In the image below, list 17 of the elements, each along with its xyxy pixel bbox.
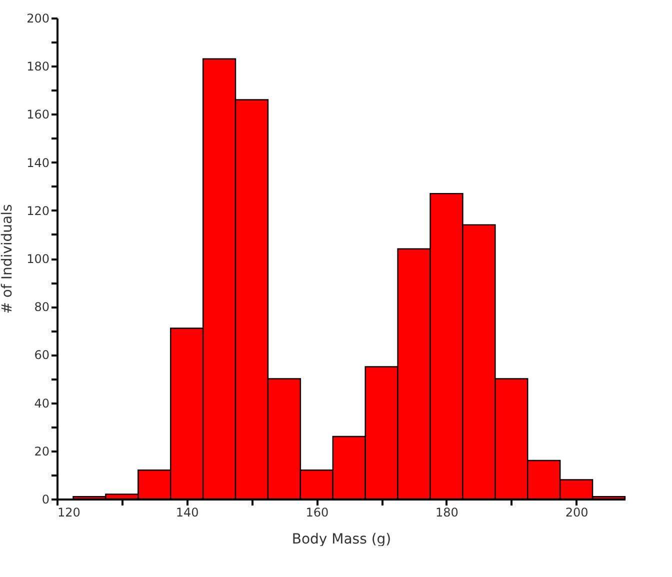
y-tick-label: 200 [26, 12, 50, 26]
y-tick-label: 60 [34, 348, 50, 362]
y-tick-label: 120 [26, 204, 50, 218]
y-tick-label: 40 [34, 396, 50, 410]
y-tick-label: 80 [34, 300, 50, 314]
x-tick-label: 140 [176, 506, 199, 520]
x-tick-label: 200 [565, 506, 588, 520]
x-tick-label: 120 [58, 506, 80, 520]
y-tick-label: 20 [34, 444, 50, 458]
x-tick-label: 160 [306, 506, 329, 520]
y-tick-label: 140 [26, 156, 50, 170]
y-tick-label: 0 [42, 492, 50, 506]
y-axis-title: # of Individuals [0, 204, 16, 314]
x-tick-label: 180 [436, 506, 458, 520]
y-tick-label: 100 [26, 252, 50, 266]
y-tick-label: 160 [26, 108, 50, 122]
y-tick-label: 180 [26, 60, 50, 74]
